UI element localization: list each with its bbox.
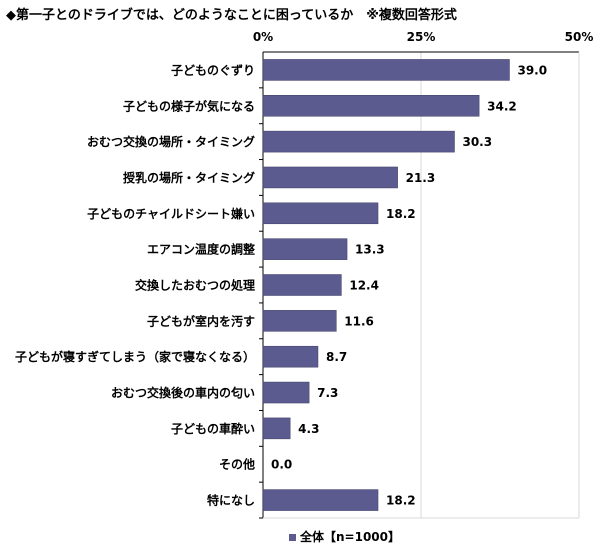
category-label: おむつ交換後の車内の匂い (111, 385, 255, 400)
bar (262, 202, 379, 225)
data-label: 12.4 (349, 279, 379, 293)
data-label: 18.2 (386, 494, 416, 508)
category-label: 特になし (207, 493, 255, 508)
category-label: 子どものぐずり (171, 62, 255, 77)
data-label: 0.0 (271, 458, 292, 472)
category-label: その他 (219, 457, 255, 472)
data-label: 7.3 (317, 386, 338, 400)
bar (262, 310, 337, 332)
category-label: 子どもが寝すぎてしまう（家で寝なくなる） (15, 349, 255, 364)
chart-title: ◆第一子とのドライブでは、どのようなことに困っているか ※複数回答形式 (6, 8, 457, 23)
bar (262, 166, 398, 189)
tick-label: 0% (253, 30, 273, 44)
legend-swatch (289, 534, 296, 541)
tick-label: 25% (407, 30, 436, 44)
legend-label: 全体【n=1000】 (300, 530, 400, 544)
bar (262, 130, 455, 153)
category-label: 子どもの車酔い (171, 421, 255, 436)
data-label: 21.3 (406, 171, 436, 185)
category-label: 子どものチャイルドシート嫌い (87, 206, 255, 221)
bar (262, 274, 342, 296)
data-label: 13.3 (355, 243, 385, 257)
data-label: 18.2 (386, 207, 416, 221)
category-label: 子どもが室内を汚す (147, 313, 255, 328)
data-label: 34.2 (487, 99, 517, 113)
data-label: 30.3 (462, 135, 492, 149)
data-label: 4.3 (298, 422, 319, 436)
bar (262, 59, 510, 81)
bar (262, 489, 379, 511)
data-label: 39.0 (517, 63, 547, 77)
legend: 全体【n=1000】 (289, 528, 400, 545)
bar (262, 381, 310, 404)
category-label: おむつ交換の場所・タイミング (87, 134, 255, 149)
data-label: 11.6 (344, 314, 374, 328)
tick-label: 50% (565, 30, 594, 44)
bar (262, 345, 319, 368)
bar (262, 238, 348, 260)
category-label: 交換したおむつの処理 (135, 278, 255, 293)
bar (262, 417, 291, 440)
bar (262, 95, 480, 117)
category-label: 授乳の場所・タイミング (123, 170, 255, 185)
data-label: 8.7 (326, 350, 347, 364)
category-label: エアコン温度の調整 (147, 242, 255, 257)
category-label: 子どもの様子が気になる (123, 98, 255, 113)
